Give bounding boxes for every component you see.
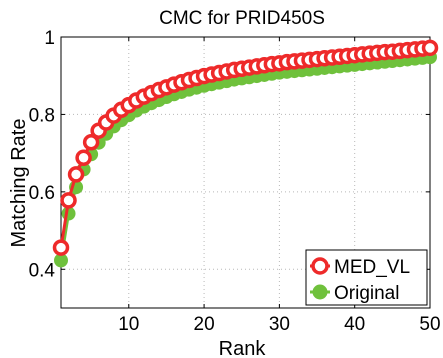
x-tick-label: 10: [118, 314, 139, 335]
y-tick-label: 0.4: [29, 260, 56, 281]
data-point: [52, 239, 70, 256]
x-tick-label: 20: [194, 314, 215, 335]
legend-marker-med-vl: [311, 257, 329, 275]
y-axis-label: Matching Rate: [8, 119, 30, 248]
legend-label-original: Original: [334, 283, 399, 304]
data-point: [421, 39, 439, 57]
data-point: [67, 166, 85, 183]
legend-marker-original: [312, 284, 328, 300]
tick-labels: 10 20 30 40 50 0.4 0.6 0.8 1: [29, 28, 441, 335]
x-axis-label: Rank: [219, 338, 267, 358]
series-group: [52, 39, 439, 268]
y-tick-label: 0.8: [29, 105, 55, 126]
x-tick-label: 40: [344, 314, 365, 335]
series-line: [59, 55, 431, 261]
y-tick-label: 1: [44, 28, 55, 49]
series-med-vl: [52, 39, 439, 256]
legend-label-med-vl: MED_VL: [334, 257, 410, 278]
y-tick-label: 0.6: [29, 183, 55, 204]
data-point: [82, 134, 100, 151]
legend: MED_VL Original: [305, 249, 428, 306]
chart-title: CMC for PRID450S: [159, 8, 325, 29]
data-point: [75, 149, 92, 167]
series-original: [54, 50, 437, 268]
plot-area: [60, 36, 431, 309]
data-point: [60, 192, 77, 209]
x-tick-label: 30: [269, 314, 290, 335]
x-tick-label: 50: [419, 314, 440, 335]
